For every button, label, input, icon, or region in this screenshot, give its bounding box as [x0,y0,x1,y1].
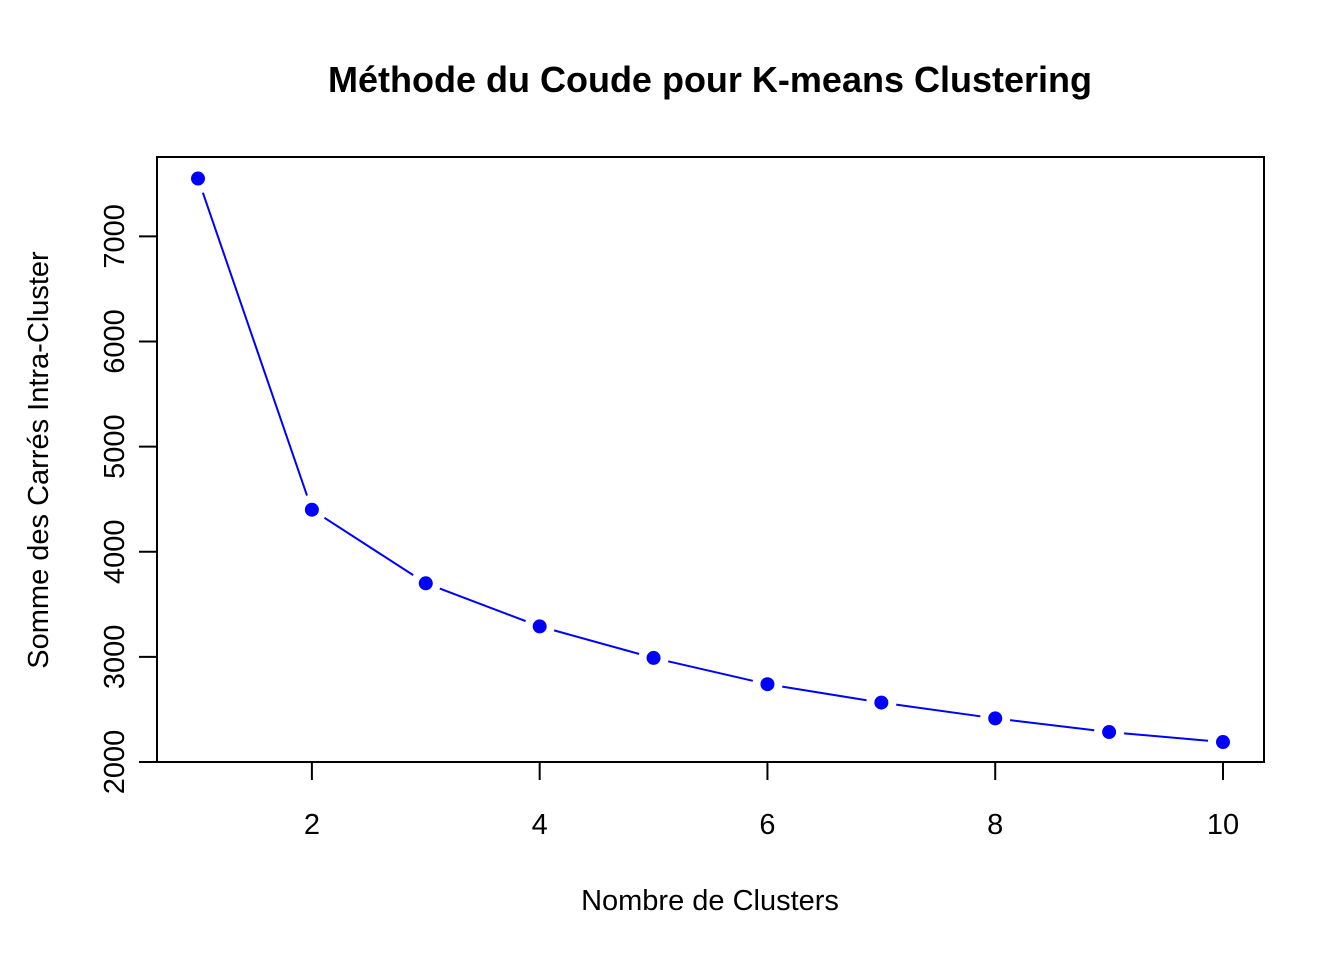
data-point [646,650,661,665]
x-tick-label: 2 [304,809,320,841]
series-points [191,171,1230,750]
data-point [1102,725,1117,740]
y-tick-label: 3000 [99,625,131,690]
series-line [201,192,1209,742]
y-tick-label: 5000 [99,414,131,479]
y-tick-label: 4000 [99,519,131,584]
y-tick-label: 6000 [99,309,131,374]
series-segment [439,587,526,623]
data-point [874,695,889,710]
x-tick-label: 6 [759,809,775,841]
data-point [1216,735,1230,750]
data-point [191,171,205,186]
y-tick-label: 2000 [99,730,131,795]
data-point [988,711,1003,726]
data-point [304,502,319,517]
y-tick-label: 7000 [99,204,131,269]
series-segment [323,516,414,576]
x-tick-label: 10 [1207,809,1239,841]
series-segment [1123,732,1209,742]
series-segment [201,192,308,496]
x-tick-label: 8 [987,809,1003,841]
series-segment [553,629,640,655]
x-tick-label: 4 [532,809,548,841]
x-axis: 2 4 6 8 10 [304,762,1239,841]
data-point [418,576,433,591]
data-point [760,677,775,692]
y-axis: 2000 3000 4000 5000 6000 7000 [99,204,157,794]
series-segment [782,685,867,702]
series-segment [667,660,754,682]
data-point [532,619,547,634]
plot-frame [156,156,1265,763]
x-axis-label: Nombre de Clusters [581,885,839,917]
series-segment [1009,719,1095,732]
series-segment [896,703,981,718]
chart-title: Méthode du Coude pour K-means Clustering [328,59,1092,100]
y-axis-label: Somme des Carrés Intra-Cluster [23,251,55,669]
